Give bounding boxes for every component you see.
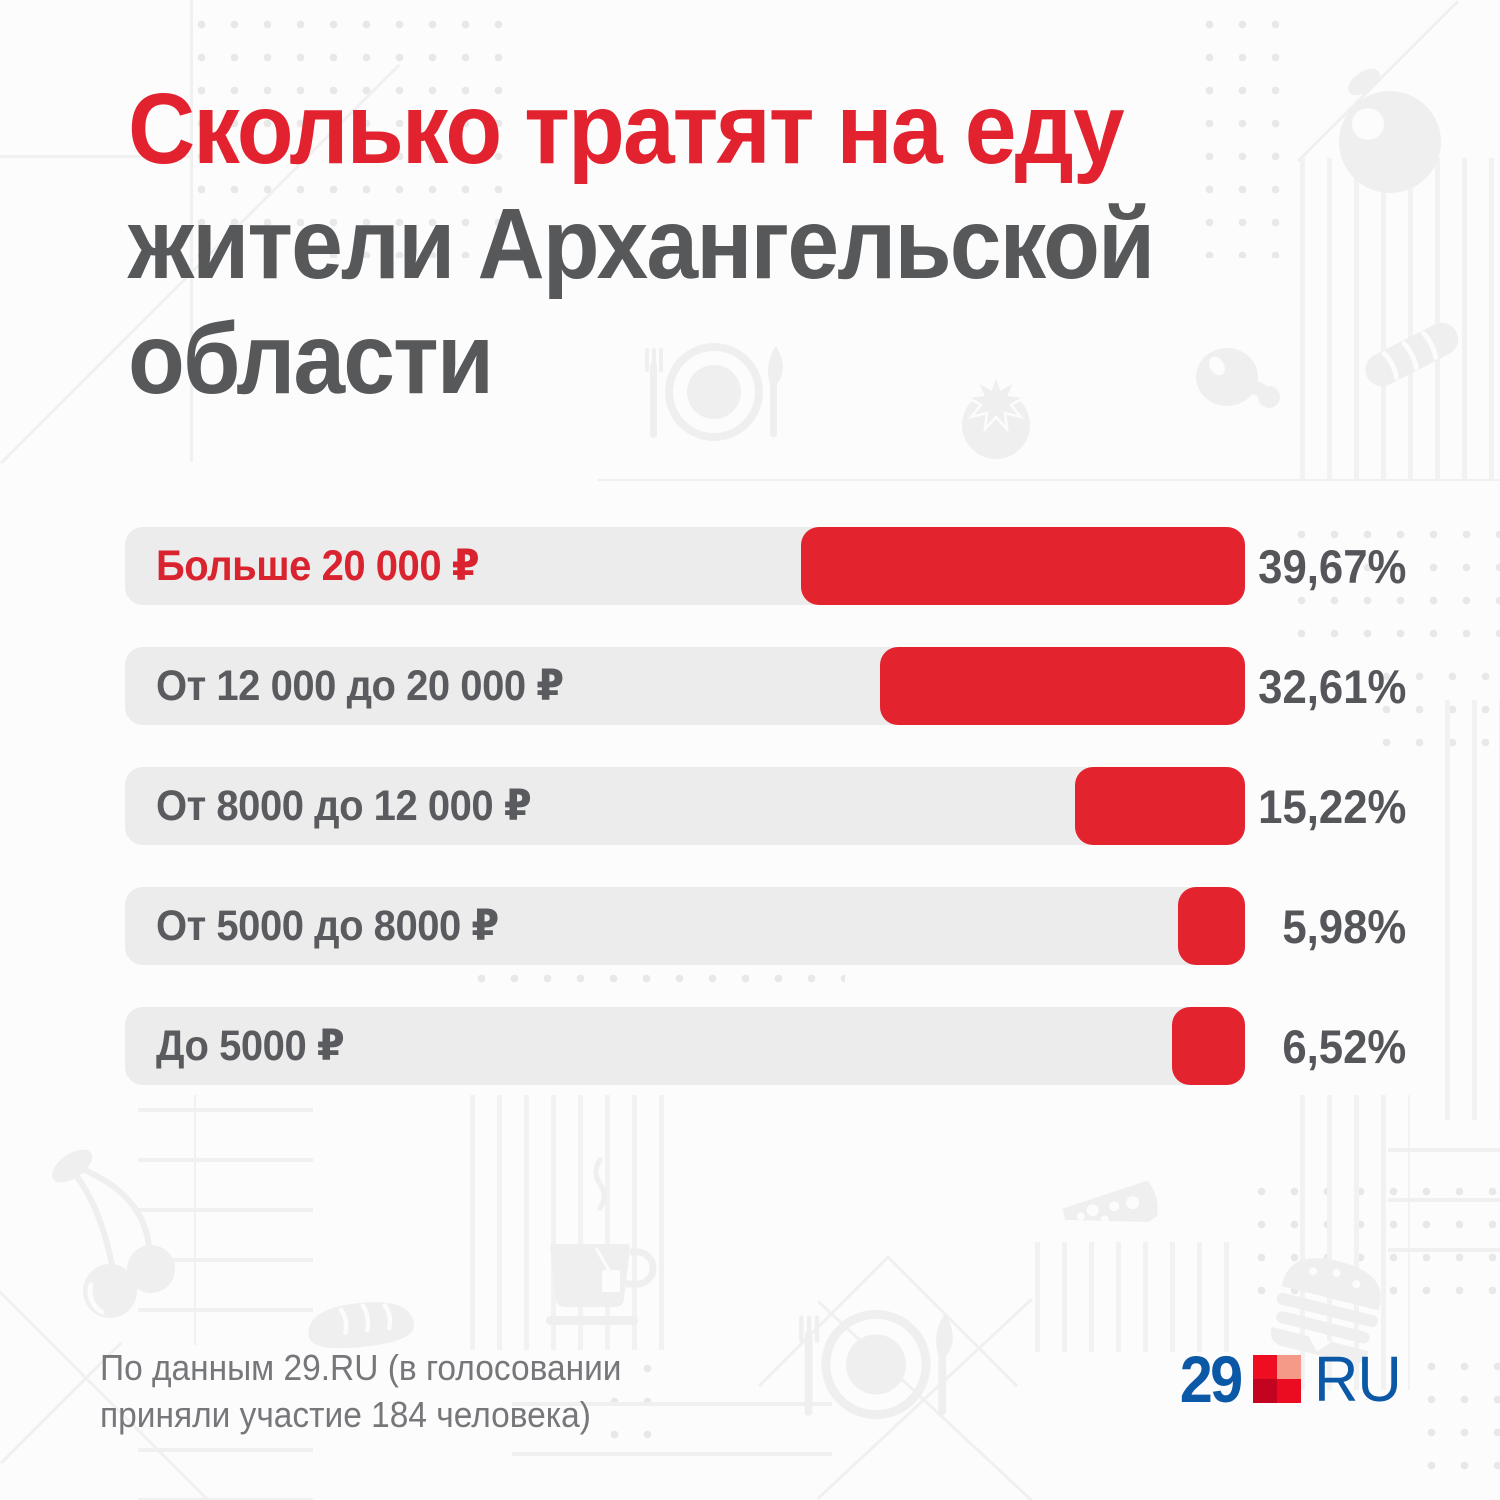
bar-row: От 5000 до 8000 ₽ 5,98% [0,887,1500,965]
bar-value-label: 6,52% [1282,1019,1406,1073]
bar-fill [1074,767,1245,845]
source-note-line-2: приняли участие 184 человека) [100,1394,591,1435]
bar-category-label: От 8000 до 12 000 ₽ [156,782,532,830]
page-title: Сколько тратят на еду жители Архангельск… [128,72,1231,417]
bar-row: Больше 20 000 ₽ 39,67% [0,527,1500,605]
bar-track: От 5000 до 8000 ₽ [125,887,1245,965]
bar-row: От 8000 до 12 000 ₽ 15,22% [0,767,1500,845]
bar-track: Больше 20 000 ₽ [125,527,1245,605]
bar-fill [800,527,1245,605]
title-line-2: жители Архангельской [128,188,1155,300]
bar-track: До 5000 ₽ [125,1007,1245,1085]
bar-value-label: 5,98% [1282,899,1406,953]
bar-value-label: 39,67% [1257,539,1406,593]
bar-category-label: От 12 000 до 20 000 ₽ [156,662,564,710]
bar-track: От 12 000 до 20 000 ₽ [125,647,1245,725]
source-note-line-1: По данным 29.RU (в голосовании [100,1347,622,1388]
logo-29-text: 29 [1179,1342,1243,1416]
bar-category-label: До 5000 ₽ [156,1022,345,1070]
logo-square-bl [1253,1379,1278,1403]
29ru-logo: 29 RU [1173,1342,1405,1416]
bar-row: До 5000 ₽ 6,52% [0,1007,1500,1085]
bar-value-label: 32,61% [1257,659,1406,713]
title-line-1: Сколько тратят на еду [128,73,1125,185]
logo-square-br [1277,1379,1302,1403]
logo-square-tl [1253,1355,1278,1379]
source-note: По данным 29.RU (в голосовании приняли у… [100,1344,661,1438]
bar-fill [1171,1007,1245,1085]
bar-fill [879,647,1245,725]
title-line-3: области [128,303,494,415]
bar-row: От 12 000 до 20 000 ₽ 32,61% [0,647,1500,725]
logo-square-tr [1277,1355,1302,1379]
logo-ru-text: RU [1314,1343,1402,1415]
bar-category-label: Больше 20 000 ₽ [156,542,480,590]
bar-fill [1178,887,1245,965]
logo-square-icon [1253,1355,1302,1403]
bar-track: От 8000 до 12 000 ₽ [125,767,1245,845]
bar-value-label: 15,22% [1257,779,1406,833]
bar-category-label: От 5000 до 8000 ₽ [156,902,499,950]
